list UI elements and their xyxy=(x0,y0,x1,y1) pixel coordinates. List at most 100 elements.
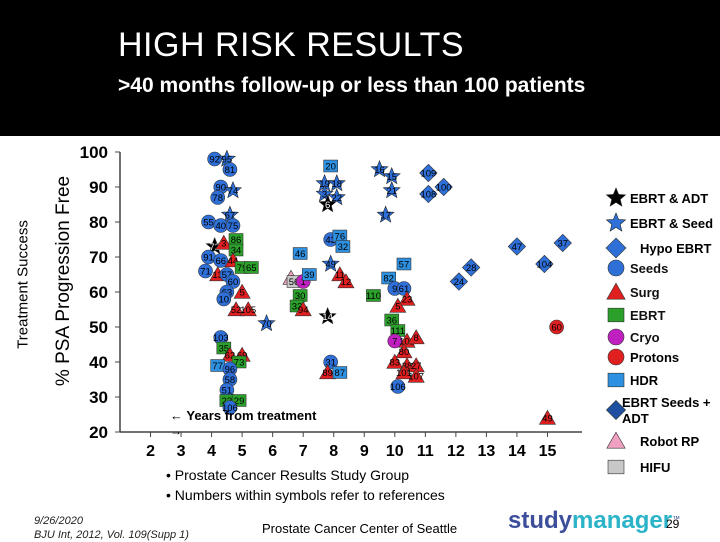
data-point-label: 31 xyxy=(325,358,336,369)
years-arrow: → xyxy=(170,424,182,438)
data-point xyxy=(386,353,404,369)
x-tick-label: 13 xyxy=(478,443,496,460)
data-point xyxy=(216,341,232,355)
footer-center-text: Prostate Cancer Center of Seattle xyxy=(262,521,458,536)
data-point xyxy=(327,173,346,192)
data-point-label: 27 xyxy=(411,361,422,372)
data-point-label: 18 xyxy=(331,179,342,190)
data-point xyxy=(318,194,337,213)
data-point-label: 35 xyxy=(219,344,230,355)
studymanager-logo: studymanager™ xyxy=(508,507,680,537)
data-point xyxy=(366,289,381,302)
data-point-label: 70 xyxy=(261,319,272,330)
x-tick-label: 2 xyxy=(146,443,155,460)
data-point-label: 29 xyxy=(234,396,245,407)
legend-marker xyxy=(605,212,627,232)
legend-label: Hypo EBRT xyxy=(640,241,712,256)
x-tick-label: 10 xyxy=(386,443,404,460)
data-point xyxy=(323,159,338,173)
data-point xyxy=(257,313,276,332)
footer-reference: BJU Int, 2012, Vol. 109(Supp 1) xyxy=(34,529,189,541)
data-point-label: 44 xyxy=(228,256,239,267)
data-point-label: 102 xyxy=(399,337,415,348)
data-point xyxy=(292,247,308,260)
data-point xyxy=(215,234,233,250)
data-point-label: 37 xyxy=(557,239,568,250)
data-point xyxy=(231,394,247,407)
data-point xyxy=(376,205,395,223)
legend-label: Robot RP xyxy=(640,434,700,449)
y-tick-label: 20 xyxy=(89,423,108,442)
data-point-label: 103 xyxy=(213,333,229,344)
data-point-label: 57 xyxy=(399,260,410,271)
data-point-label: 111 xyxy=(391,326,405,337)
data-point-label: 74 xyxy=(228,186,239,197)
data-point-label: 91 xyxy=(203,253,214,264)
legend-marker xyxy=(607,372,625,388)
x-tick-label: 15 xyxy=(539,443,557,460)
data-point xyxy=(396,257,412,271)
data-point-label: 101 xyxy=(396,368,412,379)
data-point xyxy=(302,268,317,281)
data-point xyxy=(335,240,351,253)
x-tick-label: 14 xyxy=(508,443,526,460)
data-point-label: 83 xyxy=(390,358,401,369)
x-tick-label: 6 xyxy=(268,443,277,460)
data-point xyxy=(553,233,572,253)
bullet-list: • Prostate Cancer Results Study Group • … xyxy=(166,465,445,505)
data-point-label: 40 xyxy=(215,221,226,232)
years-note: ← Years from treatment xyxy=(170,408,317,423)
x-tick-label: 4 xyxy=(207,443,216,460)
data-point-label: 47 xyxy=(512,242,523,253)
y-tick-label: 60 xyxy=(89,283,108,302)
data-point-label: 95 xyxy=(222,155,233,166)
data-point xyxy=(390,379,406,394)
data-point xyxy=(243,261,259,274)
data-point xyxy=(318,306,337,325)
data-point xyxy=(198,263,213,279)
data-point-label: 34 xyxy=(231,246,242,257)
data-point-label: 9 xyxy=(392,284,397,295)
data-point xyxy=(461,258,481,277)
data-point-label: 86 xyxy=(231,235,242,246)
footer-date: 9/26/2020 xyxy=(34,515,83,527)
legend-label: EBRT xyxy=(630,308,665,323)
data-point xyxy=(434,177,453,197)
data-point xyxy=(228,243,244,257)
data-point-label: 28 xyxy=(466,263,477,274)
data-point xyxy=(216,291,232,307)
legend-marker xyxy=(605,399,627,421)
data-point xyxy=(321,254,340,272)
data-point-label: 78 xyxy=(212,193,223,204)
data-point xyxy=(407,329,425,345)
legend-label: HDR xyxy=(630,373,659,388)
data-point-label: 76 xyxy=(335,232,346,243)
data-point-label: 15 xyxy=(386,172,397,183)
data-point-label: 106 xyxy=(222,403,238,414)
data-point xyxy=(213,253,229,268)
y-tick-label: 70 xyxy=(89,248,108,267)
data-point-label: 77 xyxy=(212,361,223,372)
logo-part-1: study xyxy=(508,507,573,534)
x-tick-label: 11 xyxy=(417,443,434,460)
data-point xyxy=(337,273,355,289)
legend-label: Cryo xyxy=(630,330,660,345)
data-point xyxy=(332,366,348,379)
data-point xyxy=(370,159,389,178)
logo-trademark: ™ xyxy=(672,514,681,524)
data-point xyxy=(507,237,527,256)
legend-label: ADT xyxy=(622,411,649,426)
legend-marker xyxy=(607,328,625,346)
data-point-label: 33 xyxy=(292,302,303,313)
data-point-label: 55 xyxy=(203,218,214,229)
data-point xyxy=(398,290,416,306)
data-point xyxy=(395,364,413,380)
data-point-label: 109 xyxy=(420,169,436,180)
data-point-label: 80 xyxy=(399,347,410,358)
data-point-label: 56 xyxy=(289,277,300,288)
data-point-label: 62 xyxy=(225,351,236,362)
data-point-label: 107 xyxy=(408,372,424,383)
data-point-label: 6 xyxy=(325,200,330,211)
x-tick-label: 5 xyxy=(238,443,247,460)
